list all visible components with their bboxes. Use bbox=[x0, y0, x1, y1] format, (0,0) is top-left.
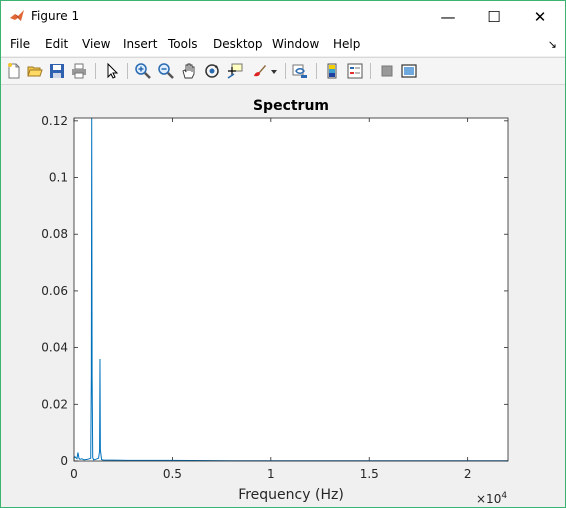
toolbar-separator bbox=[127, 63, 128, 79]
x-axis-label: Frequency (Hz) bbox=[238, 487, 344, 503]
close-button[interactable]: ✕ bbox=[517, 1, 563, 32]
y-tick-label: 0 bbox=[60, 454, 68, 468]
figure-canvas: 0 0.5 1 1.5 2 0 0.02 0.04 0.06 0.08 0.1 0.12 Spectr… bbox=[1, 85, 565, 507]
save-icon[interactable] bbox=[48, 62, 66, 80]
menu-tools[interactable]: Tools bbox=[168, 37, 198, 51]
x-tick-label: 2 bbox=[464, 467, 472, 481]
show-plot-tools-icon[interactable] bbox=[400, 62, 418, 80]
x-tick-label: 0 bbox=[70, 467, 78, 481]
dock-arrow-icon[interactable]: ↘ bbox=[547, 39, 557, 51]
matlab-logo-icon bbox=[10, 10, 24, 21]
menu-file[interactable]: File bbox=[10, 37, 31, 51]
rotate-3d-icon[interactable] bbox=[203, 62, 221, 80]
menu-bar: File Edit View Insert Tools Desktop Wind… bbox=[1, 32, 565, 56]
maximize-button[interactable]: ☐ bbox=[471, 1, 517, 32]
print-icon[interactable] bbox=[70, 62, 88, 80]
window-title: Figure 1 bbox=[31, 9, 80, 23]
brush-dropdown-icon[interactable] bbox=[269, 62, 279, 80]
figure-toolbar bbox=[1, 57, 565, 85]
y-tick-label: 0.06 bbox=[41, 284, 68, 298]
toolbar-separator bbox=[316, 63, 317, 79]
menu-insert[interactable]: Insert bbox=[123, 37, 158, 51]
pan-hand-icon[interactable] bbox=[180, 62, 198, 80]
y-tick-label: 0.04 bbox=[41, 341, 68, 355]
x-axis-exponent: ×104 bbox=[476, 491, 507, 506]
chart-title: Spectrum bbox=[253, 98, 329, 114]
legend-icon[interactable] bbox=[346, 62, 364, 80]
x-tick-label: 1.5 bbox=[360, 467, 379, 481]
maximize-icon: ☐ bbox=[487, 7, 501, 26]
menu-window[interactable]: Window bbox=[272, 37, 320, 51]
x-tick-label: 0.5 bbox=[163, 467, 182, 481]
minimize-icon: — bbox=[440, 7, 456, 26]
axes-background bbox=[74, 118, 508, 461]
data-cursor-icon[interactable] bbox=[226, 62, 244, 80]
new-figure-icon[interactable] bbox=[5, 62, 23, 80]
minimize-button[interactable]: — bbox=[425, 1, 471, 32]
link-plot-icon[interactable] bbox=[291, 62, 309, 80]
y-tick-label: 0.02 bbox=[41, 397, 68, 411]
spectrum-series-line bbox=[73, 117, 508, 462]
brush-icon[interactable] bbox=[250, 62, 268, 80]
menu-desktop[interactable]: Desktop bbox=[213, 37, 263, 51]
title-bar[interactable]: Figure 1 — ☐ ✕ bbox=[1, 1, 565, 32]
toolbar-separator bbox=[285, 63, 286, 79]
y-tick-label: 0.1 bbox=[49, 171, 68, 185]
menu-edit[interactable]: Edit bbox=[45, 37, 69, 51]
toolbar-separator bbox=[95, 63, 96, 79]
hide-plot-tools-icon[interactable] bbox=[378, 62, 396, 80]
zoom-out-icon[interactable] bbox=[157, 62, 175, 80]
open-file-icon[interactable] bbox=[26, 62, 44, 80]
toolbar-separator bbox=[370, 63, 371, 79]
menu-view[interactable]: View bbox=[82, 37, 111, 51]
y-tick-label: 0.12 bbox=[41, 114, 68, 128]
zoom-in-icon[interactable] bbox=[134, 62, 152, 80]
x-tick-label: 1 bbox=[267, 467, 275, 481]
close-icon: ✕ bbox=[533, 7, 547, 26]
axes-box bbox=[73, 117, 509, 462]
spectrum-axes[interactable]: 0 0.5 1 1.5 2 0 0.02 0.04 0.06 0.08 0.1 0.12 Spectr… bbox=[1, 85, 565, 507]
y-tick-label: 0.08 bbox=[41, 227, 68, 241]
menu-help[interactable]: Help bbox=[333, 37, 361, 51]
pointer-arrow-icon[interactable] bbox=[103, 62, 121, 80]
colorbar-icon[interactable] bbox=[323, 62, 341, 80]
